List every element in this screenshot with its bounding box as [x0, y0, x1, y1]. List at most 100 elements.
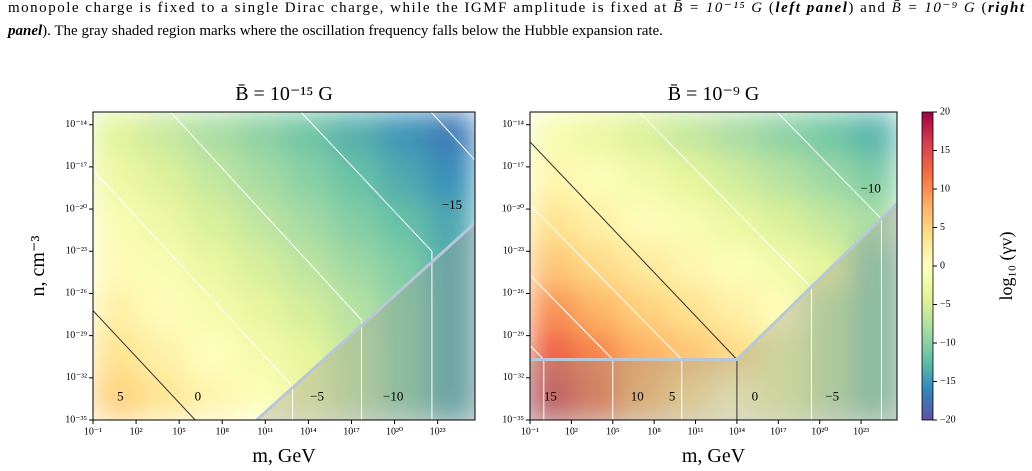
heat-cell — [93, 244, 141, 289]
heat-cell — [575, 244, 622, 289]
heatmap: 15 10 5 0 −5 −10 — [530, 112, 897, 420]
colorbar-label: log₁₀ (γv) — [996, 232, 1017, 301]
heat-cell — [667, 375, 714, 420]
y-tick-label: 10⁻³² — [66, 372, 87, 383]
y-tick-label: 10⁻²³ — [503, 246, 524, 257]
heat-cell — [283, 200, 332, 246]
heat-cell — [283, 330, 332, 377]
contour-label: 0 — [752, 388, 759, 403]
plot-frame — [92, 111, 476, 421]
contour-label: 15 — [544, 388, 557, 403]
heat-cell — [530, 287, 577, 332]
heat-cell — [758, 330, 807, 377]
heat-cell — [139, 155, 189, 202]
heat-cell — [530, 155, 577, 202]
heat-cell — [139, 375, 189, 420]
contour-label: −10 — [383, 388, 403, 403]
contour-label: 0 — [195, 388, 202, 403]
heat-cell — [805, 287, 852, 332]
heat-cell — [93, 375, 141, 420]
colorbar-tick-label: 10 — [940, 183, 950, 194]
heat-cell — [620, 330, 669, 377]
heat-cell — [187, 200, 238, 246]
heat-cell — [379, 112, 429, 157]
x-tick-label: 10²³ — [430, 426, 446, 437]
heat-cell — [713, 155, 760, 202]
colorbar-tick-label: −5 — [940, 299, 951, 310]
caption-text: ( — [976, 0, 986, 16]
colorbar-tick-label: 0 — [940, 260, 945, 271]
heat-cell — [236, 287, 285, 332]
heat-cell — [758, 200, 807, 246]
y-tick-label: 10⁻²³ — [66, 246, 87, 257]
x-tick-label: 10⁵ — [606, 426, 620, 437]
heat-cell — [139, 287, 189, 332]
heat-cell — [330, 200, 381, 246]
heatmap: 5 0 −5 −10 −15 — [93, 112, 475, 420]
y-tick-label: 10⁻³² — [503, 372, 524, 383]
heat-cell — [530, 112, 577, 157]
heat-cell — [713, 287, 760, 332]
x-tick-label: 10²⁰ — [811, 426, 828, 437]
heat-cell — [805, 155, 852, 202]
heat-cell — [379, 200, 429, 246]
heat-cell — [713, 200, 760, 246]
x-tick-label: 10¹¹ — [688, 426, 704, 437]
heat-cell — [379, 287, 429, 332]
heat-cell — [667, 200, 714, 246]
heat-cell — [379, 155, 429, 202]
x-tick-label: 10⁻¹ — [84, 426, 102, 437]
heat-cell — [850, 375, 897, 420]
hubble-boundary — [530, 202, 897, 361]
heat-cell — [236, 375, 285, 420]
x-tick-label: 10¹⁴ — [300, 426, 317, 437]
chart-title: B̄ = 10⁻⁹ G — [668, 83, 760, 105]
contour-label: −15 — [442, 197, 462, 212]
heat-cell — [758, 244, 807, 289]
hubble-region — [530, 203, 897, 420]
heat-cell — [236, 244, 285, 289]
contour-label: 5 — [669, 388, 676, 403]
heat-cell — [187, 330, 238, 377]
y-tick-label: 10⁻¹⁴ — [502, 119, 524, 130]
colorbar-tick-label: −10 — [940, 337, 956, 348]
heat-cell — [330, 330, 381, 377]
heat-cell — [139, 112, 189, 157]
heat-cell — [139, 330, 189, 377]
heatmap-cells — [530, 112, 897, 420]
x-tick-label: 10⁵ — [172, 426, 186, 437]
plot-frame — [529, 111, 898, 421]
heat-cell — [620, 200, 669, 246]
x-tick-label: 10² — [130, 426, 143, 437]
x-tick-label: 10⁻¹ — [521, 426, 539, 437]
x-tick-label: 10⁸ — [215, 426, 229, 437]
heat-cell — [805, 375, 852, 420]
contour-label: −10 — [861, 180, 881, 195]
contour-label: 10 — [631, 388, 644, 403]
x-tick-label: 10¹⁴ — [729, 426, 746, 437]
heatmap-cells — [93, 112, 475, 420]
heat-cell — [283, 244, 332, 289]
colorbar-tick-label: 15 — [940, 145, 950, 156]
heat-cell — [667, 330, 714, 377]
heat-cell — [530, 375, 577, 420]
heat-cell — [187, 155, 238, 202]
caption-text: ) and — [848, 0, 890, 16]
hubble-region — [93, 223, 475, 420]
heat-cell — [575, 375, 622, 420]
heat-cell — [713, 244, 760, 289]
heat-cell — [427, 287, 475, 332]
x-tick-label: 10²³ — [853, 426, 869, 437]
caption-text: left panel — [775, 0, 847, 16]
heat-cell — [575, 155, 622, 202]
y-axis-label: n, cm⁻³ — [27, 236, 49, 297]
heat-cell — [187, 375, 238, 420]
heat-cell — [330, 375, 381, 420]
heat-cell — [236, 112, 285, 157]
heat-cell — [575, 200, 622, 246]
heat-cell — [805, 330, 852, 377]
contour-label: 5 — [117, 388, 124, 403]
y-tick-label: 10⁻¹⁷ — [65, 161, 87, 172]
heat-cell — [850, 244, 897, 289]
